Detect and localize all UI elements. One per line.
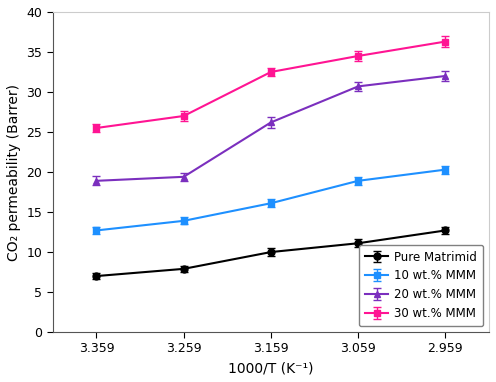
Y-axis label: CO₂ permeability (Barrer): CO₂ permeability (Barrer) <box>7 84 21 261</box>
X-axis label: 1000/T (K⁻¹): 1000/T (K⁻¹) <box>228 361 313 375</box>
Legend: Pure Matrimid, 10 wt.% MMM, 20 wt.% MMM, 30 wt.% MMM: Pure Matrimid, 10 wt.% MMM, 20 wt.% MMM,… <box>359 244 483 326</box>
